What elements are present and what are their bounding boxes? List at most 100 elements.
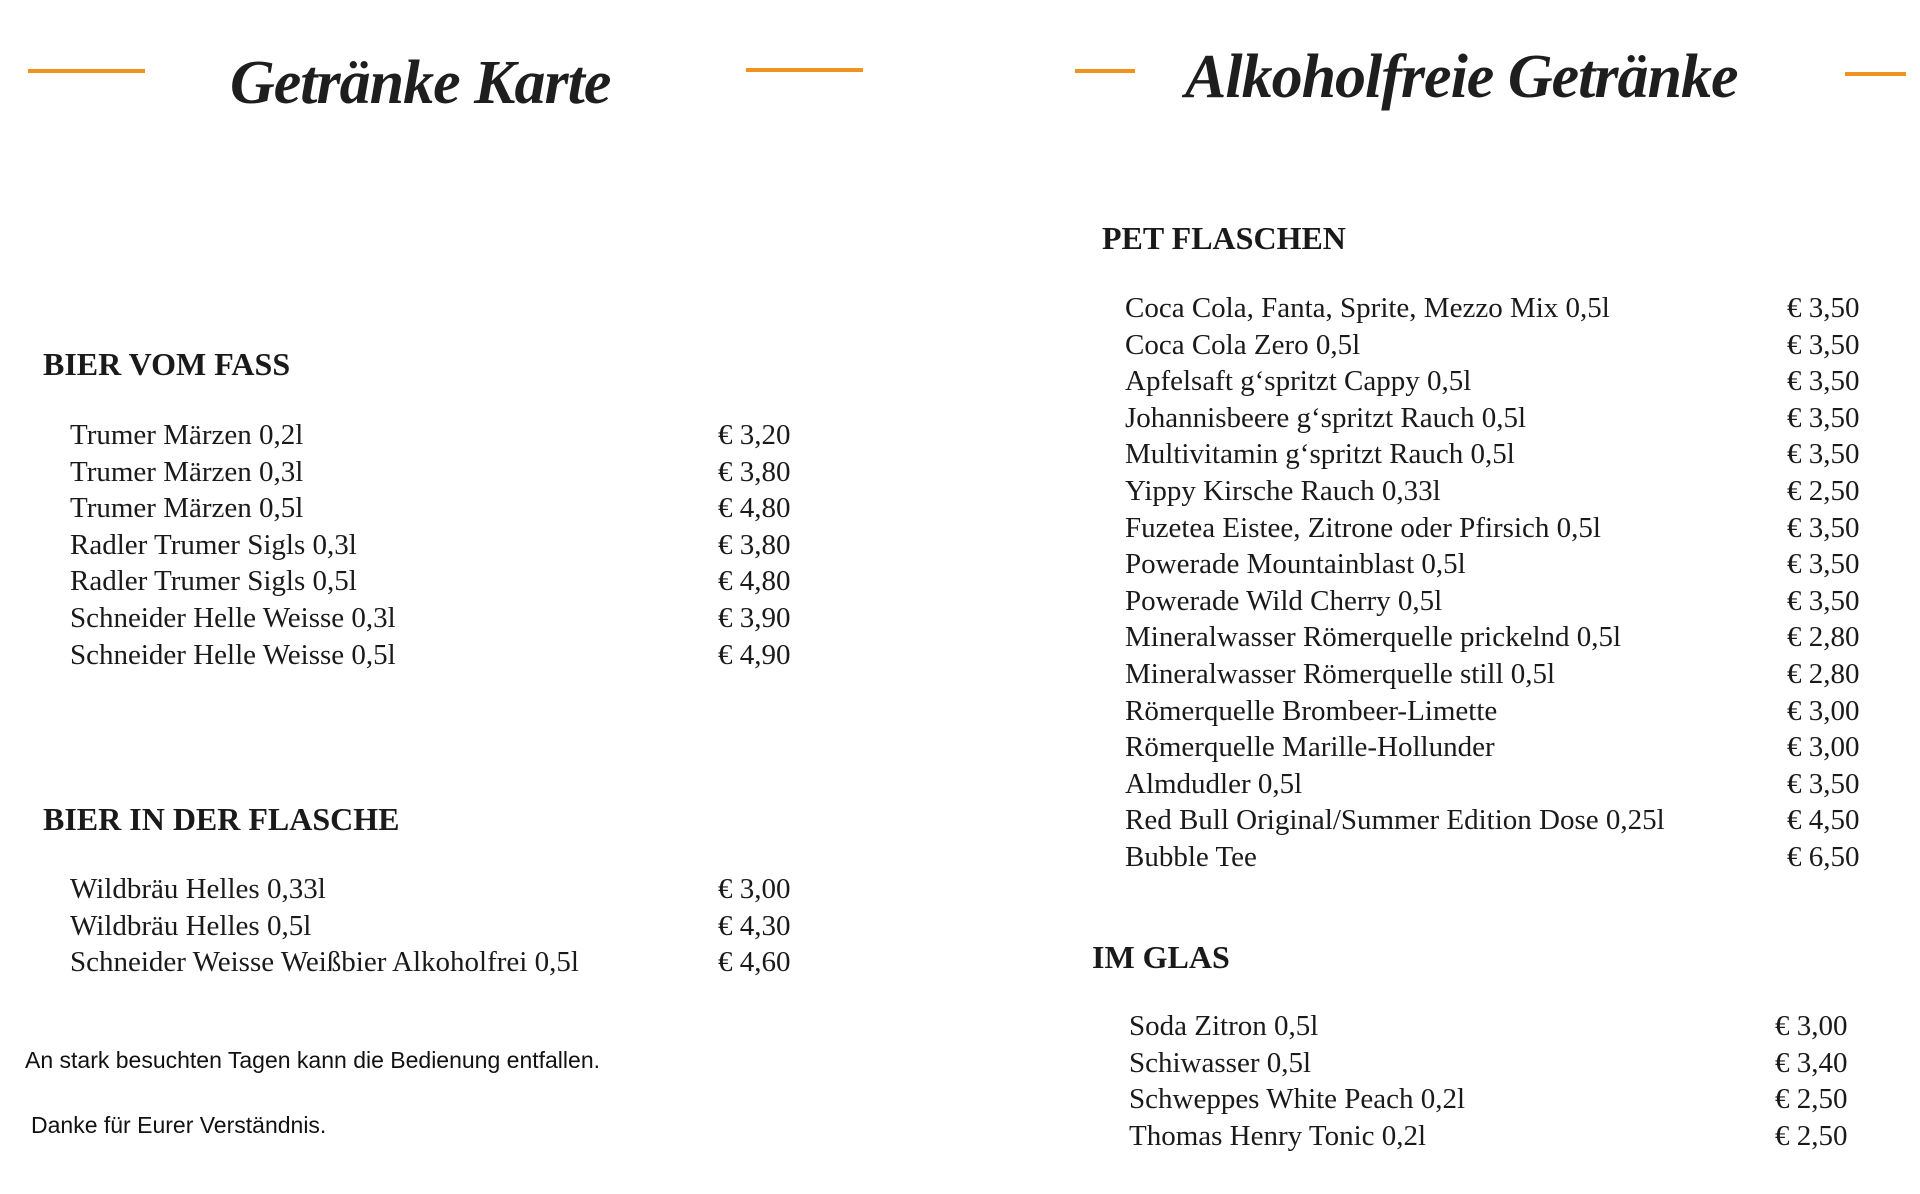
menu-item: Powerade Mountainblast 0,5l € 3,50 <box>1125 546 1860 583</box>
item-price: € 3,20 <box>718 419 791 451</box>
item-price: € 4,80 <box>718 492 791 525</box>
item-name: Fuzetea Eistee, Zitrone oder Pfirsich 0,… <box>1125 511 1601 544</box>
menu-item: Wildbräu Helles 0,5l € 4,30 <box>70 908 791 945</box>
pet-flaschen-list: Coca Cola, Fanta, Sprite, Mezzo Mix 0,5l… <box>1125 290 1860 876</box>
menu-item: Schweppes White Peach 0,2l € 2,50 <box>1129 1081 1848 1118</box>
item-name: Coca Cola, Fanta, Sprite, Mezzo Mix 0,5l <box>1125 292 1610 324</box>
menu-item: Johannisbeere g‘spritzt Rauch 0,5l € 3,50 <box>1125 400 1860 437</box>
item-name: Bubble Tee <box>1125 840 1257 873</box>
menu-item: Almdudler 0,5l € 3,50 <box>1125 766 1860 803</box>
item-price: € 3,00 <box>1787 694 1860 727</box>
menu-item: Schiwasser 0,5l € 3,40 <box>1129 1045 1848 1082</box>
item-price: € 4,30 <box>718 909 791 942</box>
item-name: Schweppes White Peach 0,2l <box>1129 1083 1466 1116</box>
decorative-rule <box>746 68 863 72</box>
menu-item: Schneider Helle Weisse 0,5l € 4,90 <box>70 637 791 674</box>
item-name: Schiwasser 0,5l <box>1129 1046 1312 1079</box>
item-price: € 3,50 <box>1787 767 1860 800</box>
menu-title: Getränke Karte <box>230 49 611 117</box>
menu-item: Apfelsaft g‘spritzt Cappy 0,5l € 3,50 <box>1125 363 1860 400</box>
menu-item: Trumer Märzen 0,3l € 3,80 <box>70 454 791 491</box>
item-name: Trumer Märzen 0,3l <box>70 455 304 488</box>
item-name: Radler Trumer Sigls 0,3l <box>70 528 357 561</box>
item-price: € 3,40 <box>1775 1046 1848 1079</box>
thanks-note: Danke für Eurer Verständnis. <box>31 1112 327 1138</box>
item-price: € 3,50 <box>1787 584 1860 617</box>
item-price: € 4,80 <box>718 565 791 598</box>
menu-item: Fuzetea Eistee, Zitrone oder Pfirsich 0,… <box>1125 510 1860 547</box>
item-name: Schneider Weisse Weißbier Alkoholfrei 0,… <box>70 946 579 979</box>
decorative-rule <box>1845 72 1906 76</box>
section-heading-im-glas: IM GLAS <box>1092 939 1230 975</box>
item-price: € 3,50 <box>1787 328 1860 361</box>
item-name: Red Bull Original/Summer Edition Dose 0,… <box>1125 804 1665 837</box>
item-name: Apfelsaft g‘spritzt Cappy 0,5l <box>1125 365 1472 398</box>
item-name: Wildbräu Helles 0,5l <box>70 909 312 942</box>
item-name: Soda Zitron 0,5l <box>1129 1010 1319 1042</box>
menu-item: Red Bull Original/Summer Edition Dose 0,… <box>1125 802 1860 839</box>
section-heading-bier-vom-fass: BIER VOM FASS <box>43 346 291 382</box>
item-price: € 3,50 <box>1787 292 1860 324</box>
item-price: € 3,50 <box>1787 548 1860 581</box>
menu-item: Thomas Henry Tonic 0,2l € 2,50 <box>1129 1118 1848 1155</box>
item-price: € 2,50 <box>1775 1119 1848 1152</box>
menu-item: Radler Trumer Sigls 0,5l € 4,80 <box>70 563 791 600</box>
item-name: Schneider Helle Weisse 0,5l <box>70 638 396 671</box>
menu-item: Schneider Helle Weisse 0,3l € 3,90 <box>70 600 791 637</box>
item-price: € 2,50 <box>1775 1083 1848 1116</box>
item-price: € 4,60 <box>718 946 791 979</box>
section-heading-bier-in-der-flasche: BIER IN DER FLASCHE <box>43 801 400 837</box>
menu-item: Schneider Weisse Weißbier Alkoholfrei 0,… <box>70 944 791 981</box>
item-name: Römerquelle Brombeer-Limette <box>1125 694 1498 727</box>
item-price: € 3,50 <box>1787 511 1860 544</box>
item-price: € 4,90 <box>718 638 791 671</box>
item-name: Römerquelle Marille-Hollunder <box>1125 731 1495 764</box>
item-price: € 6,50 <box>1787 840 1860 873</box>
menu-item: Yippy Kirsche Rauch 0,33l € 2,50 <box>1125 473 1860 510</box>
nonalcoholic-title: Alkoholfreie Getränke <box>1185 43 1738 111</box>
item-name: Almdudler 0,5l <box>1125 767 1303 800</box>
item-price: € 3,90 <box>718 601 791 634</box>
item-price: € 2,80 <box>1787 657 1860 690</box>
menu-item: Trumer Märzen 0,2l € 3,20 <box>70 417 791 454</box>
item-name: Thomas Henry Tonic 0,2l <box>1129 1119 1427 1152</box>
menu-item: Mineralwasser Römerquelle prickelnd 0,5l… <box>1125 619 1860 656</box>
item-name: Radler Trumer Sigls 0,5l <box>70 565 357 598</box>
menu-item: Römerquelle Brombeer-Limette € 3,00 <box>1125 693 1860 730</box>
item-price: € 3,00 <box>1787 731 1860 764</box>
menu-item: Multivitamin g‘spritzt Rauch 0,5l € 3,50 <box>1125 436 1860 473</box>
menu-item: Römerquelle Marille-Hollunder € 3,00 <box>1125 729 1860 766</box>
menu-item: Coca Cola, Fanta, Sprite, Mezzo Mix 0,5l… <box>1125 290 1860 327</box>
item-price: € 3,80 <box>718 455 791 488</box>
menu-item: Powerade Wild Cherry 0,5l € 3,50 <box>1125 583 1860 620</box>
item-name: Multivitamin g‘spritzt Rauch 0,5l <box>1125 438 1515 471</box>
item-name: Mineralwasser Römerquelle still 0,5l <box>1125 657 1556 690</box>
bier-vom-fass-list: Trumer Märzen 0,2l € 3,20 Trumer Märzen 0,… <box>70 417 791 674</box>
item-name: Johannisbeere g‘spritzt Rauch 0,5l <box>1125 401 1527 434</box>
item-name: Powerade Mountainblast 0,5l <box>1125 548 1466 581</box>
menu-item: Wildbräu Helles 0,33l € 3,00 <box>70 871 791 908</box>
item-name: Wildbräu Helles 0,33l <box>70 873 326 905</box>
item-price: € 2,50 <box>1787 474 1860 507</box>
item-price: € 3,00 <box>1775 1010 1848 1042</box>
item-price: € 2,80 <box>1787 621 1860 654</box>
im-glas-list: Soda Zitron 0,5l € 3,00 Schiwasser 0,5l € 3… <box>1129 1008 1848 1155</box>
menu-item: Radler Trumer Sigls 0,3l € 3,80 <box>70 527 791 564</box>
item-price: € 3,00 <box>718 873 791 905</box>
menu-item: Soda Zitron 0,5l € 3,00 <box>1129 1008 1848 1045</box>
item-price: € 4,50 <box>1787 804 1860 837</box>
item-name: Coca Cola Zero 0,5l <box>1125 328 1361 361</box>
item-name: Schneider Helle Weisse 0,3l <box>70 601 396 634</box>
item-price: € 3,50 <box>1787 438 1860 471</box>
item-name: Yippy Kirsche Rauch 0,33l <box>1125 474 1441 507</box>
section-heading-pet-flaschen: PET FLASCHEN <box>1102 220 1346 256</box>
menu-item: Trumer Märzen 0,5l € 4,80 <box>70 490 791 527</box>
item-price: € 3,50 <box>1787 401 1860 434</box>
menu-item: Bubble Tee € 6,50 <box>1125 839 1860 876</box>
item-name: Powerade Wild Cherry 0,5l <box>1125 584 1443 617</box>
decorative-rule <box>28 69 145 73</box>
item-price: € 3,80 <box>718 528 791 561</box>
item-name: Mineralwasser Römerquelle prickelnd 0,5l <box>1125 621 1622 654</box>
item-name: Trumer Märzen 0,2l <box>70 419 304 451</box>
menu-item: Coca Cola Zero 0,5l € 3,50 <box>1125 327 1860 364</box>
